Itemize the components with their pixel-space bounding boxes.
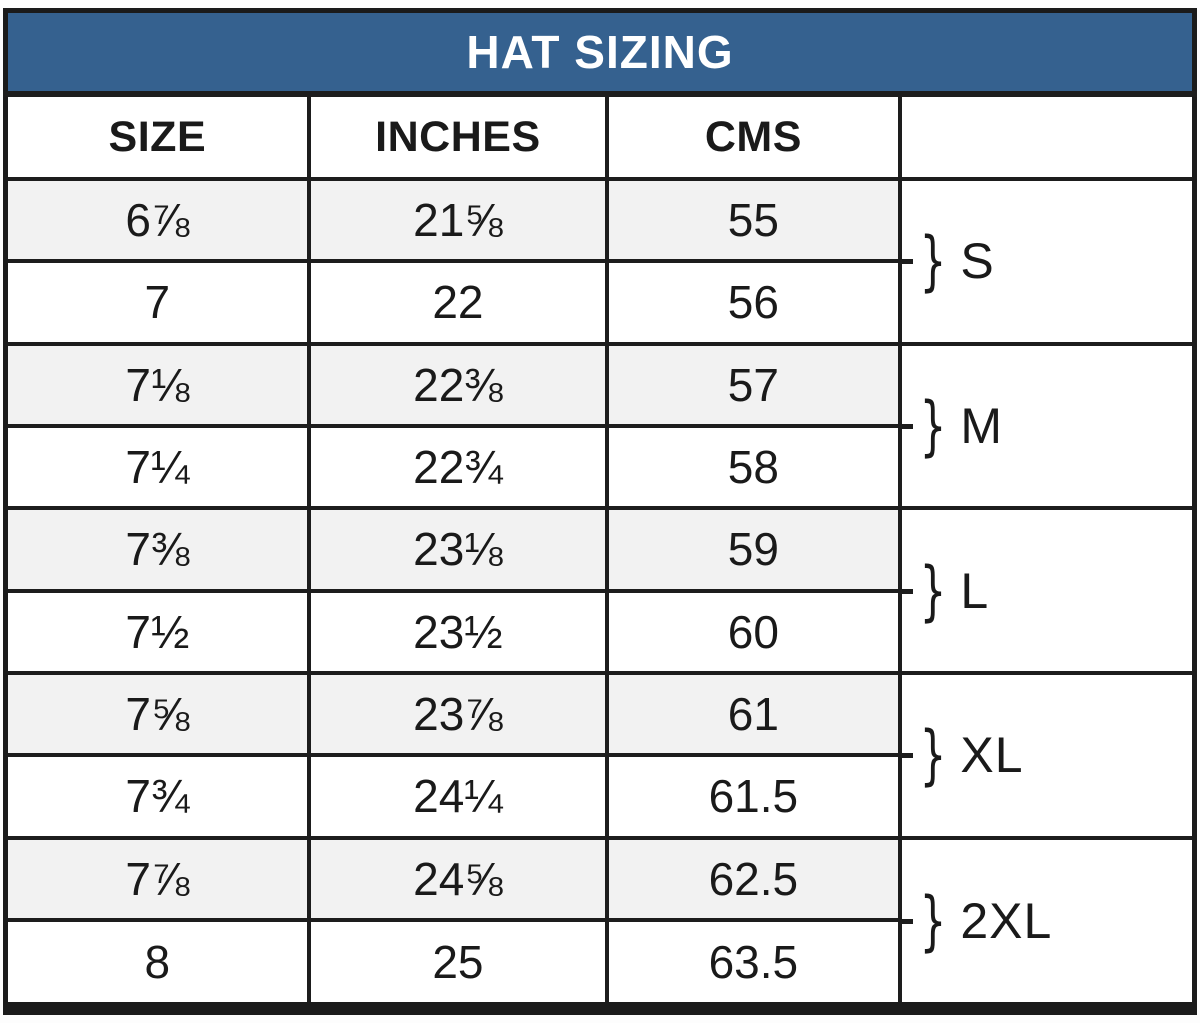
cell-cms: 58 bbox=[605, 423, 902, 511]
cell-cms: 61 bbox=[605, 670, 902, 758]
size-group-cell-2xl: } 2XL bbox=[897, 835, 1197, 1011]
cell-inches: 24⅝ bbox=[306, 835, 610, 922]
hat-sizing-table: HAT SIZING SIZE INCHES CMS 6⅞ 21⅝ 55 } S … bbox=[3, 8, 1197, 1015]
title-row: HAT SIZING bbox=[3, 8, 1197, 97]
group-label: XL bbox=[960, 727, 1024, 784]
cell-size: 6⅞ bbox=[3, 176, 311, 264]
cell-size: 7½ bbox=[3, 588, 311, 675]
brace-glyph: } bbox=[919, 222, 947, 299]
table-row: 7⅝ 23⅞ 61 } XL bbox=[3, 670, 1197, 840]
cell-cms: 61.5 bbox=[605, 753, 902, 840]
cell-size: 7 bbox=[3, 259, 311, 346]
table-row: 8 25 63.5 bbox=[3, 917, 1195, 1011]
cell-size: 7¾ bbox=[3, 753, 311, 840]
cell-inches: 22 bbox=[306, 259, 610, 346]
cell-cms: 57 bbox=[605, 341, 902, 428]
cell-cms: 55 bbox=[605, 176, 902, 264]
group-label: S bbox=[960, 233, 995, 290]
table-row: 6⅞ 21⅝ 55 } S bbox=[3, 176, 1197, 346]
group-label: 2XL bbox=[960, 892, 1053, 949]
hat-sizing-chart: HAT SIZING SIZE INCHES CMS 6⅞ 21⅝ 55 } S … bbox=[3, 8, 1197, 1015]
size-group-cell-l: } L bbox=[897, 506, 1197, 675]
cell-size: 8 bbox=[3, 917, 311, 1011]
cell-cms: 59 bbox=[605, 506, 902, 593]
column-header-size: SIZE bbox=[3, 92, 311, 181]
group-label: L bbox=[960, 562, 990, 619]
group-label: M bbox=[960, 397, 1003, 454]
brace-glyph: } bbox=[919, 552, 947, 629]
size-group-cell-s: } S bbox=[897, 177, 1197, 346]
cell-inches: 24¼ bbox=[306, 753, 610, 840]
cell-inches: 22⅜ bbox=[306, 341, 610, 428]
column-header-cms: CMS bbox=[605, 92, 902, 181]
cell-inches: 25 bbox=[306, 917, 610, 1011]
size-group-cell-m: } M bbox=[897, 341, 1197, 511]
brace-glyph: } bbox=[919, 716, 947, 793]
table-title: HAT SIZING bbox=[3, 8, 1197, 97]
table-row: 7⅜ 23⅛ 59 } L bbox=[3, 506, 1197, 675]
cell-cms: 63.5 bbox=[605, 917, 902, 1011]
cell-cms: 60 bbox=[605, 588, 902, 675]
column-header-group bbox=[897, 92, 1197, 181]
table-row: 7 22 56 bbox=[3, 259, 1195, 346]
size-group-cell-xl: } XL bbox=[897, 670, 1197, 840]
brace-glyph: } bbox=[919, 882, 947, 959]
cell-size: 7⅛ bbox=[3, 341, 311, 428]
cell-size: 7⅜ bbox=[3, 506, 311, 593]
cell-cms: 62.5 bbox=[605, 835, 902, 922]
cell-cms: 56 bbox=[605, 259, 902, 346]
table-row: 7¾ 24¼ 61.5 bbox=[3, 753, 1195, 840]
column-header-row: SIZE INCHES CMS bbox=[3, 92, 1197, 181]
cell-inches: 22¾ bbox=[306, 423, 610, 511]
cell-inches: 23⅞ bbox=[306, 670, 610, 758]
cell-inches: 21⅝ bbox=[306, 176, 610, 264]
table-row: 7⅛ 22⅜ 57 } M bbox=[3, 341, 1197, 511]
table-row: 7¼ 22¾ 58 bbox=[3, 423, 1195, 511]
cell-inches: 23½ bbox=[306, 588, 610, 675]
cell-inches: 23⅛ bbox=[306, 506, 610, 593]
cell-size: 7⅝ bbox=[3, 670, 311, 758]
brace-glyph: } bbox=[919, 387, 947, 464]
table-row: 7½ 23½ 60 bbox=[3, 588, 1195, 675]
cell-size: 7⅞ bbox=[3, 835, 311, 922]
cell-size: 7¼ bbox=[3, 423, 311, 511]
table-row: 7⅞ 24⅝ 62.5 } 2XL bbox=[3, 835, 1197, 1011]
column-header-inches: INCHES bbox=[306, 92, 610, 181]
